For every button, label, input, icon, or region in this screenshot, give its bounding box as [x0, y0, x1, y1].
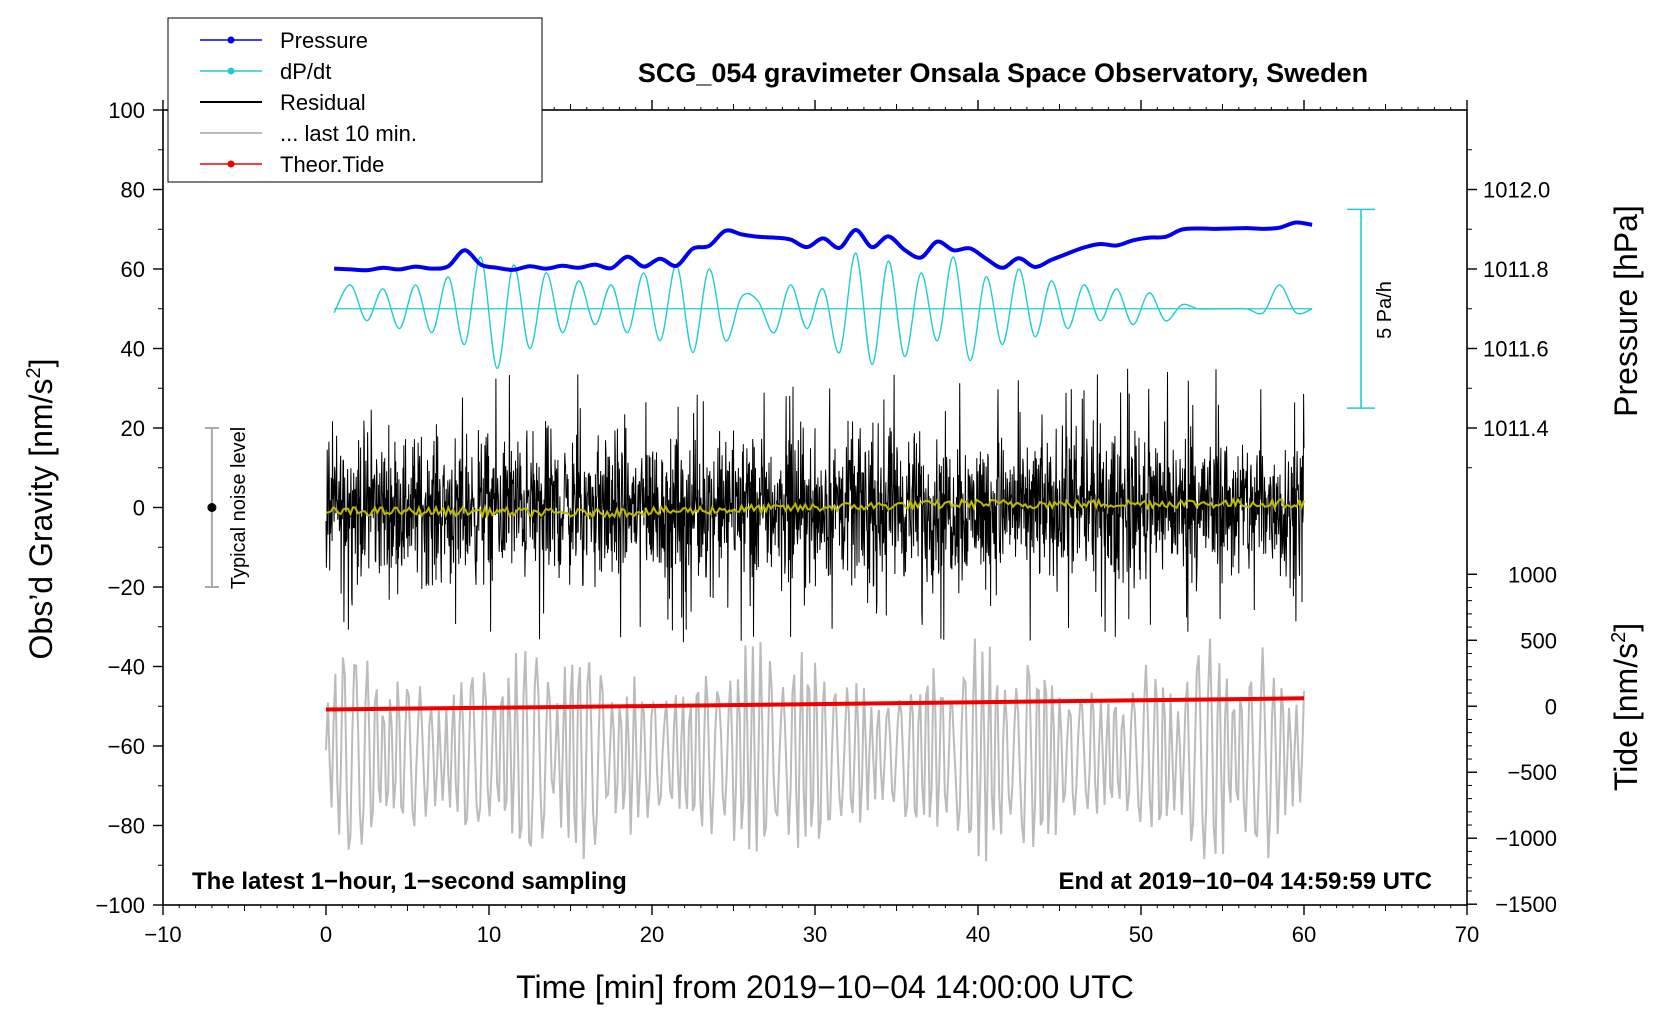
y-tick-label-left: 20	[121, 416, 145, 441]
pressure-tick-label: 1011.6	[1483, 337, 1549, 362]
tide-tick-label: −1000	[1495, 826, 1557, 851]
noise-level-label: Typical noise level	[228, 427, 250, 589]
legend-swatch-marker	[227, 36, 235, 44]
y-tick-label-left: 100	[108, 98, 145, 123]
y-tick-label-left: 80	[121, 178, 145, 203]
tide-tick-label: 1000	[1508, 562, 1557, 587]
tide-tick-label: 500	[1520, 628, 1557, 653]
x-axis-title: Time [min] from 2019−10−04 14:00:00 UTC	[516, 969, 1134, 1005]
y-axis-title-gravity-sup: 2	[23, 367, 45, 378]
y-tick-label-left: 40	[121, 337, 145, 362]
y-axis-title-tide-sup: 2	[1608, 632, 1630, 643]
pressure-tick-label: 1012.0	[1483, 178, 1550, 203]
y-axis-title-tide-main: Tide [nm/s	[1608, 643, 1644, 791]
tide-tick-label: 0	[1545, 694, 1557, 719]
scale-bar-label: 5 Pa/h	[1374, 281, 1396, 339]
tide-tick-label: −500	[1507, 760, 1557, 785]
pressure-tick-label: 1011.4	[1483, 416, 1549, 441]
legend-label: dP/dt	[280, 59, 331, 84]
y-axis-title-tide: Tide [nm/s2]	[1608, 623, 1644, 791]
x-tick-label: 10	[477, 922, 501, 947]
series-dpdt	[333, 252, 1313, 370]
y-axis-title-gravity-tail: ]	[23, 359, 59, 368]
y-axis-title-tide-tail: ]	[1608, 623, 1644, 632]
series-pressure	[334, 220, 1313, 273]
legend: Pressure dP/dt Residual ... last 10 min. The…	[167, 17, 543, 183]
y-tick-label-left: 60	[121, 257, 145, 282]
y-tick-label-left: −80	[108, 814, 145, 839]
series-residual	[325, 368, 1305, 643]
y-tick-label-left: −20	[108, 575, 145, 600]
noise-level-dot	[207, 503, 217, 512]
y-tick-label-left: 0	[133, 496, 145, 521]
y-axis-title-gravity-main: Obs’d Gravity [nm/s	[23, 379, 59, 660]
series-last-10-min	[325, 638, 1305, 862]
x-tick-label: −10	[144, 922, 181, 947]
y-tick-label-left: −40	[108, 655, 145, 680]
pressure-tick-label: 1011.8	[1483, 257, 1549, 282]
x-tick-label: 0	[320, 922, 332, 947]
x-tick-label: 20	[640, 922, 664, 947]
annotation-latest-hour: The latest 1−hour, 1−second sampling	[192, 868, 627, 895]
series-residual-mean	[325, 496, 1305, 520]
legend-swatch-marker	[227, 67, 235, 75]
y-axis-title-gravity: Obs’d Gravity [nm/s2]	[23, 359, 59, 660]
legend-box	[167, 17, 543, 183]
legend-swatch-marker	[227, 160, 235, 168]
x-tick-label: 50	[1129, 922, 1153, 947]
x-tick-label: 30	[803, 922, 827, 947]
y-tick-label-left: −60	[108, 734, 145, 759]
y-axis-title-pressure: Pressure [hPa]	[1608, 205, 1644, 417]
series-theor-tide	[325, 696, 1305, 712]
legend-label: Theor.Tide	[280, 152, 384, 177]
plot-area: −10 0 10 20 30 40 50 60 70100806040200−20−40−60−…	[95, 98, 1557, 947]
legend-label: Pressure	[280, 28, 368, 53]
x-tick-label: 60	[1292, 922, 1316, 947]
legend-label: Residual	[280, 90, 366, 115]
y-tick-label-left: −100	[95, 893, 145, 918]
legend-label: ... last 10 min.	[280, 121, 417, 146]
annotation-end-time: End at 2019−10−04 14:59:59 UTC	[1058, 868, 1432, 895]
x-tick-label: 40	[966, 922, 990, 947]
tide-tick-label: −1500	[1495, 892, 1557, 917]
x-tick-label: 70	[1455, 922, 1479, 947]
chart-title: SCG_054 gravimeter Onsala Space Observat…	[638, 58, 1368, 88]
